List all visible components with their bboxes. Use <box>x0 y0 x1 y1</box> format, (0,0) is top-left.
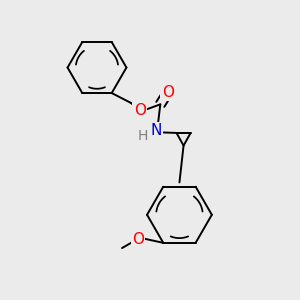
Text: O: O <box>134 103 146 118</box>
Text: H: H <box>137 129 148 143</box>
Text: O: O <box>162 85 174 100</box>
Text: N: N <box>150 123 162 138</box>
Text: O: O <box>132 232 144 247</box>
